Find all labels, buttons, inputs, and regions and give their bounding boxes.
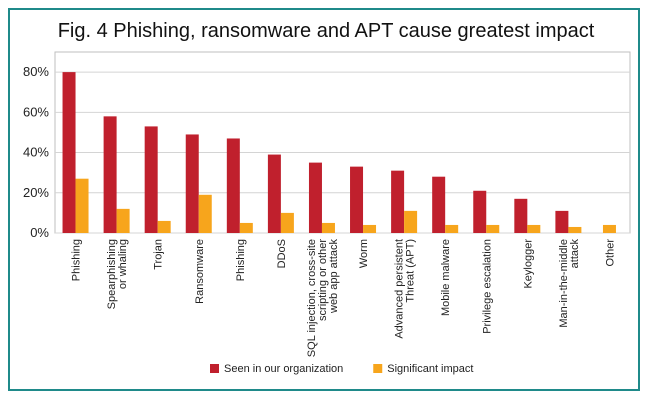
category-label-line: Worm (358, 239, 370, 268)
category-label: Worm (358, 239, 370, 268)
y-axis: 0% 20% 40% 60% 80% (23, 64, 49, 240)
bar-seen (144, 126, 158, 233)
bar-seen (432, 176, 446, 233)
category-labels: Phishing Spearphishing or whaling Trojan Ran… (71, 239, 617, 358)
bar-chart: 0% 20% 40% 60% 80% Phishing Spearphishing or w… (23, 51, 631, 375)
y-tick-label: 80% (23, 64, 49, 79)
category-label: Advanced persistent Threat (APT) (394, 239, 417, 339)
category-label: Spearphishing or whaling (106, 239, 129, 309)
plot-area (54, 51, 631, 234)
category-label-line: Phishing (235, 239, 247, 281)
y-tick-label: 20% (23, 185, 49, 200)
category-label-line: Mobile malware (440, 239, 452, 316)
category-label: Keylogger (522, 239, 534, 289)
y-tick-label: 0% (30, 225, 49, 240)
gridlines (54, 51, 631, 234)
category-label-line: attack (569, 239, 581, 269)
bar-impact (239, 222, 253, 233)
bar-seen (226, 138, 240, 233)
legend: Seen in our organization Significant impa… (210, 363, 473, 375)
bar-impact (280, 212, 294, 233)
bar-impact (404, 210, 418, 233)
chart-title: Fig. 4 Phishing, ransomware and APT caus… (57, 20, 595, 42)
category-label-line: SQL injection, cross-site (306, 239, 318, 357)
category-label-line: DDoS (276, 239, 288, 268)
bar-impact (445, 224, 459, 233)
category-label-line: Privilege escalation (481, 239, 493, 334)
y-tick-label: 60% (23, 104, 49, 119)
category-label-line: Spearphishing (106, 239, 118, 309)
category-label: Other (604, 239, 616, 267)
bar-impact (602, 224, 616, 233)
category-label-line: Phishing (71, 239, 83, 281)
bar-seen (350, 166, 364, 233)
bar-seen (267, 154, 281, 233)
category-label: DDoS (276, 239, 288, 268)
bar-impact (486, 224, 500, 233)
bar-impact (198, 194, 212, 233)
category-label-line: scripting or other (317, 239, 329, 321)
category-label-line: Man-in-the-middle (558, 239, 570, 328)
category-label-line: web app attack (328, 239, 340, 314)
bars (62, 72, 616, 233)
bar-impact (321, 222, 335, 233)
category-label-line: Trojan (153, 239, 165, 270)
legend-label: Seen in our organization (224, 363, 343, 375)
category-label-line: Ransomware (194, 239, 206, 304)
chart-frame: Fig. 4 Phishing, ransomware and APT caus… (8, 8, 640, 391)
category-label: Mobile malware (440, 239, 452, 316)
category-label: Man-in-the-middle attack (558, 239, 581, 328)
y-tick-label: 40% (23, 145, 49, 160)
bar-seen (555, 210, 569, 233)
bar-seen (185, 134, 199, 233)
bar-seen (514, 198, 528, 233)
category-label-line: Other (604, 239, 616, 267)
category-label: Trojan (153, 239, 165, 270)
bar-impact (363, 224, 377, 233)
bar-impact (116, 208, 130, 233)
legend-label: Significant impact (387, 363, 473, 375)
category-label: Phishing (71, 239, 83, 281)
category-label: SQL injection, cross-site scripting or ot… (306, 239, 340, 358)
category-label-line: or whaling (117, 239, 129, 289)
legend-swatch (210, 364, 219, 373)
bar-impact (527, 224, 541, 233)
category-label-line: Advanced persistent (394, 239, 406, 339)
category-label-line: Keylogger (522, 239, 534, 289)
bar-seen (308, 162, 322, 233)
bar-impact (157, 220, 171, 233)
bar-impact (568, 226, 582, 233)
bar-impact (75, 178, 89, 233)
bar-seen (62, 72, 76, 233)
bar-seen (391, 170, 405, 233)
category-label: Privilege escalation (481, 239, 493, 334)
category-label-line: Threat (APT) (405, 239, 417, 303)
bar-seen (103, 116, 117, 233)
legend-swatch (373, 364, 383, 373)
bar-seen (473, 190, 487, 233)
category-label: Phishing (235, 239, 247, 281)
category-label: Ransomware (194, 239, 206, 304)
